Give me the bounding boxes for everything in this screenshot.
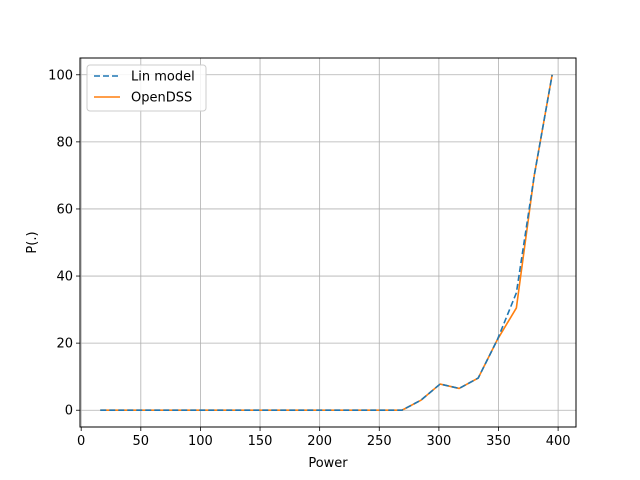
y-tick-label: 0 (65, 404, 73, 419)
series-line-lin-model (100, 74, 553, 412)
x-tick-label: 400 (546, 434, 571, 449)
x-axis-label: Power (308, 456, 348, 471)
y-axis-ticks: 0 20 40 60 80 100 (48, 68, 80, 419)
plot-frame (79, 57, 577, 428)
y-tick-label: 40 (56, 270, 73, 285)
x-tick-label: 50 (133, 434, 150, 449)
x-tick-label: 0 (77, 434, 85, 449)
x-tick-label: 250 (367, 434, 392, 449)
y-tick-label: 20 (56, 337, 73, 352)
y-tick-label: 60 (56, 202, 73, 217)
y-tick-label: 100 (48, 68, 73, 83)
x-tick-label: 350 (486, 434, 511, 449)
x-tick-label: 100 (188, 434, 213, 449)
y-axis-label: P(.) (25, 231, 40, 253)
x-axis-ticks: 0 50 100 150 200 250 300 350 400 (77, 427, 571, 449)
y-tick-label: 80 (56, 135, 73, 150)
legend-label: OpenDSS (131, 91, 192, 106)
series-layer (100, 74, 553, 412)
x-tick-label: 200 (307, 434, 332, 449)
x-tick-label: 300 (426, 434, 451, 449)
x-tick-label: 150 (248, 434, 273, 449)
legend: Lin model OpenDSS (86, 64, 207, 112)
legend-label: Lin model (131, 70, 195, 85)
